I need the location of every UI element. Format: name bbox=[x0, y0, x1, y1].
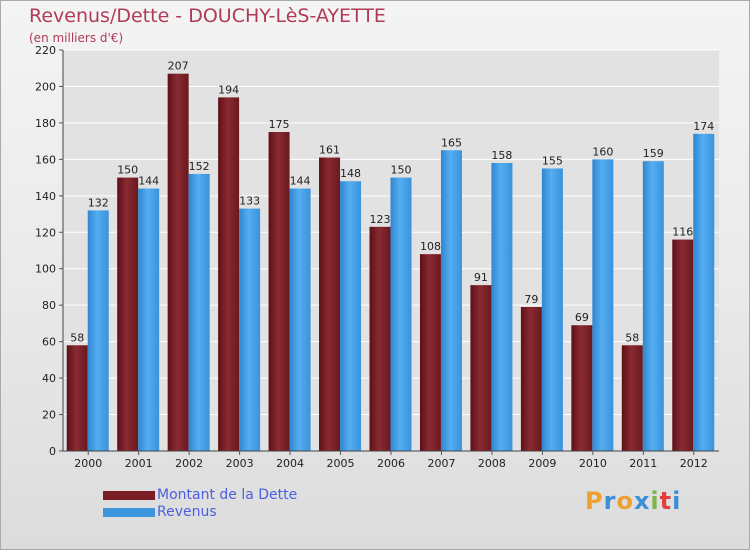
y-tick-label: 200 bbox=[35, 80, 56, 93]
bar-revenus bbox=[239, 208, 261, 451]
data-label-revenus: 148 bbox=[340, 167, 361, 180]
bar-dette bbox=[571, 325, 593, 451]
data-label-dette: 150 bbox=[117, 164, 138, 177]
x-tick-label: 2006 bbox=[377, 457, 405, 470]
data-label-revenus: 159 bbox=[643, 147, 664, 160]
bar-dette bbox=[369, 226, 391, 451]
bar-revenus bbox=[541, 168, 563, 451]
proxiti-logo: Proxiti bbox=[585, 487, 681, 515]
y-tick-label: 40 bbox=[42, 372, 56, 385]
bar-revenus bbox=[138, 188, 160, 451]
logo-letter: o bbox=[616, 487, 634, 515]
bar-revenus bbox=[188, 173, 210, 452]
bar-dette bbox=[621, 345, 643, 451]
y-tick-label: 140 bbox=[35, 190, 56, 203]
bar-revenus bbox=[340, 181, 362, 451]
data-label-dette: 58 bbox=[70, 331, 84, 344]
axes: 0 20 40 60 80 100 120 140 160 180 200 220 2000 2001 20… bbox=[35, 44, 719, 470]
x-tick-label: 2003 bbox=[226, 457, 254, 470]
data-label-dette: 161 bbox=[319, 144, 340, 157]
bar-dette bbox=[672, 239, 694, 451]
data-label-dette: 91 bbox=[474, 271, 488, 284]
bar-revenus bbox=[289, 188, 311, 451]
legend-label-dette: Montant de la Dette bbox=[157, 487, 298, 503]
logo-letter: i bbox=[672, 487, 682, 515]
y-tick-label: 0 bbox=[49, 445, 56, 458]
data-label-revenus: 132 bbox=[88, 196, 109, 209]
x-tick-label: 2000 bbox=[74, 457, 102, 470]
data-label-revenus: 152 bbox=[189, 160, 210, 173]
y-tick-label: 60 bbox=[42, 336, 56, 349]
logo-letter: t bbox=[659, 487, 673, 515]
y-tick-label: 160 bbox=[35, 153, 56, 166]
data-label-dette: 123 bbox=[370, 213, 391, 226]
bar-dette bbox=[319, 157, 341, 452]
bar-revenus bbox=[491, 163, 513, 451]
legend-swatch-dette bbox=[103, 491, 155, 500]
x-tick-label: 2004 bbox=[276, 457, 304, 470]
logo-letter: i bbox=[650, 487, 660, 515]
data-label-revenus: 158 bbox=[491, 149, 512, 162]
data-label-revenus: 165 bbox=[441, 136, 462, 149]
x-tick-label: 2005 bbox=[327, 457, 355, 470]
data-label-revenus: 160 bbox=[592, 145, 613, 158]
data-label-revenus: 155 bbox=[542, 154, 563, 167]
bar-dette bbox=[218, 97, 240, 452]
x-tick-label: 2009 bbox=[528, 457, 556, 470]
x-tick-label: 2007 bbox=[427, 457, 455, 470]
x-tick-label: 2012 bbox=[680, 457, 708, 470]
bars bbox=[66, 73, 715, 452]
y-tick-label: 80 bbox=[42, 299, 56, 312]
data-label-revenus: 144 bbox=[290, 175, 311, 188]
data-labels: 5813215014420715219413317514416114812315… bbox=[70, 60, 714, 345]
data-label-revenus: 144 bbox=[138, 175, 159, 188]
data-label-revenus: 133 bbox=[239, 195, 260, 208]
chart-title: Revenus/Dette - DOUCHY-LèS-AYETTE bbox=[29, 5, 386, 27]
data-label-revenus: 150 bbox=[391, 164, 412, 177]
x-tick-label: 2010 bbox=[579, 457, 607, 470]
bar-dette bbox=[167, 73, 189, 451]
data-label-dette: 108 bbox=[420, 240, 441, 253]
y-tick-label: 120 bbox=[35, 226, 56, 239]
bar-dette bbox=[520, 307, 542, 451]
logo-letter: x bbox=[633, 487, 651, 515]
data-label-revenus: 174 bbox=[693, 120, 714, 133]
bar-dette bbox=[117, 177, 139, 451]
y-tick-label: 220 bbox=[35, 44, 56, 57]
x-tick-label: 2008 bbox=[478, 457, 506, 470]
x-tick-label: 2001 bbox=[125, 457, 153, 470]
data-label-dette: 175 bbox=[269, 118, 290, 131]
y-tick-label: 180 bbox=[35, 117, 56, 130]
bar-revenus bbox=[693, 133, 715, 451]
bar-revenus bbox=[642, 161, 664, 451]
bar-revenus bbox=[440, 150, 462, 451]
logo-letter: r bbox=[603, 487, 617, 515]
data-label-dette: 58 bbox=[625, 331, 639, 344]
logo-letter: P bbox=[585, 487, 604, 515]
x-tick-label: 2002 bbox=[175, 457, 203, 470]
data-label-dette: 116 bbox=[672, 226, 693, 239]
x-tick-label: 2011 bbox=[629, 457, 657, 470]
legend-swatch-revenus bbox=[103, 508, 155, 517]
y-tick-label: 20 bbox=[42, 409, 56, 422]
legend-label-revenus: Revenus bbox=[157, 504, 217, 520]
data-label-dette: 79 bbox=[524, 293, 538, 306]
bar-dette bbox=[268, 132, 290, 452]
data-label-dette: 207 bbox=[168, 60, 189, 73]
bar-dette bbox=[66, 345, 88, 451]
data-label-dette: 69 bbox=[575, 311, 589, 324]
y-tick-label: 100 bbox=[35, 263, 56, 276]
data-label-dette: 194 bbox=[218, 83, 239, 96]
bar-revenus bbox=[87, 210, 109, 451]
bar-dette bbox=[419, 254, 441, 451]
chart-subtitle: (en milliers d'€) bbox=[29, 31, 124, 45]
bar-revenus bbox=[390, 177, 412, 451]
bar-dette bbox=[470, 285, 492, 451]
bar-revenus bbox=[592, 159, 614, 451]
